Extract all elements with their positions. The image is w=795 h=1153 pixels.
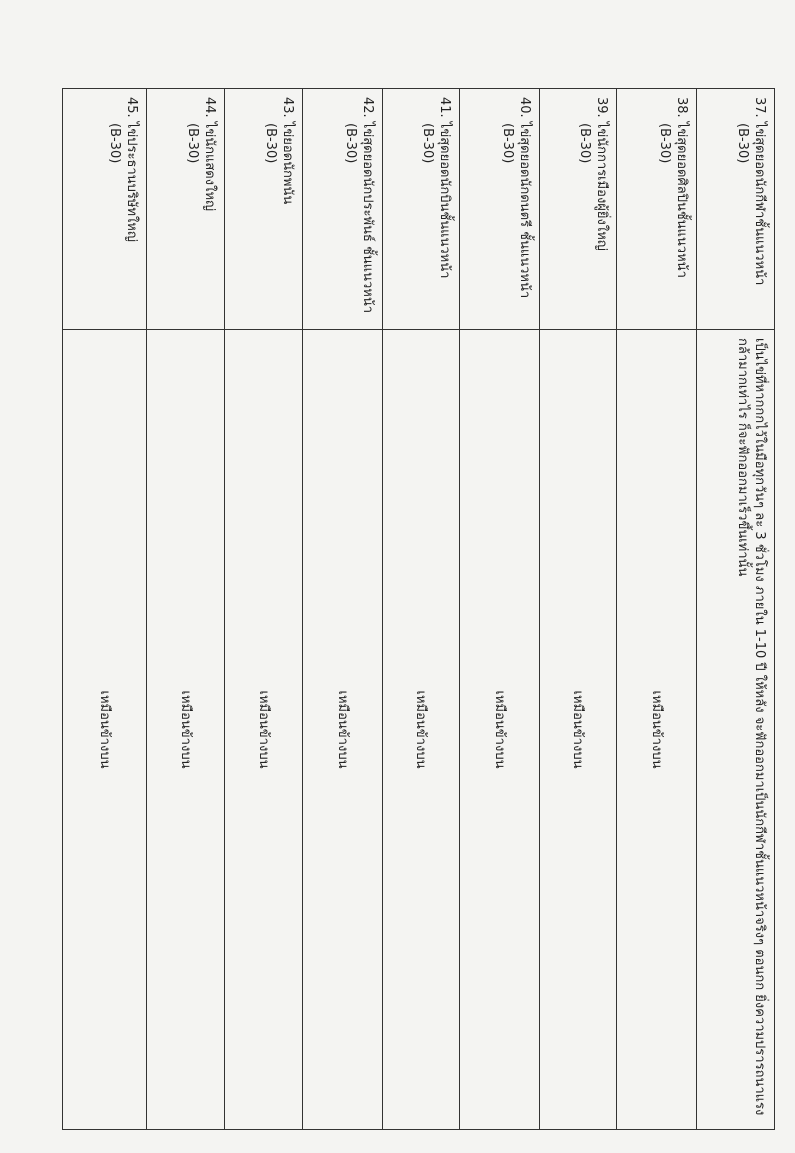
item-name-cell: 43. ไข่ยอดนักพนัน (B-30) — [224, 88, 303, 330]
item-description: เหมือนข้างบน — [459, 329, 540, 1130]
item-description: เป็นไข่ที่หากกกไว้ในมือทุกวันๆ ละ 3 ชั่ว… — [696, 329, 775, 1130]
item-code: (B-30) — [735, 123, 750, 164]
item-code: (B-30) — [500, 123, 515, 164]
item-description: เหมือนข้างบน — [539, 329, 617, 1130]
table-row: 44. ไข่นักแสดงใหญ่ (B-30) เหมือนข้างบน — [146, 88, 225, 1130]
item-description: เหมือนข้างบน — [382, 329, 460, 1130]
item-code: (B-30) — [343, 123, 358, 164]
item-name-cell: 37. ไข่สุดยอดนักกีฬาชั้นแนวหน้า (B-30) — [696, 88, 775, 330]
item-description: เหมือนข้างบน — [302, 329, 383, 1130]
item-name-cell: 44. ไข่นักแสดงใหญ่ (B-30) — [146, 88, 225, 330]
table-row: 40. ไข่สุดยอดนักดนตรี ชั้นแนวหน้า (B-30) เ… — [459, 88, 540, 1130]
item-description: เหมือนข้างบน — [62, 329, 147, 1130]
item-name: 37. ไข่สุดยอดนักกีฬาชั้นแนวหน้า — [752, 97, 767, 286]
item-description: เหมือนข้างบน — [146, 329, 225, 1130]
item-name-cell: 38. ไข่สุดยอดศิลปินชั้นแนวหน้า (B-30) — [616, 88, 697, 330]
item-name: 40. ไข่สุดยอดนักดนตรี ชั้นแนวหน้า — [517, 97, 532, 299]
item-code: (B-30) — [107, 123, 122, 164]
item-name: 43. ไข่ยอดนักพนัน — [280, 97, 295, 205]
item-code: (B-30) — [577, 123, 592, 164]
rotated-table-page: 37. ไข่สุดยอดนักกีฬาชั้นแนวหน้า (B-30) เป็… — [62, 88, 775, 1130]
item-code: (B-30) — [263, 123, 278, 164]
item-description: เหมือนข้างบน — [616, 329, 697, 1130]
item-code: (B-30) — [420, 123, 435, 164]
table-row: 45. ไข่ประธานบริษัทใหญ่ (B-30) เหมือนข้างบ… — [62, 88, 147, 1130]
item-name: 44. ไข่นักแสดงใหญ่ — [202, 97, 217, 212]
item-name-cell: 45. ไข่ประธานบริษัทใหญ่ (B-30) — [62, 88, 147, 330]
item-name-cell: 40. ไข่สุดยอดนักดนตรี ชั้นแนวหน้า (B-30) — [459, 88, 540, 330]
item-name: 38. ไข่สุดยอดศิลปินชั้นแนวหน้า — [674, 97, 689, 278]
item-name-cell: 41. ไข่สุดยอดนักบินชั้นแนวหน้า (B-30) — [382, 88, 460, 330]
item-name: 41. ไข่สุดยอดนักบินชั้นแนวหน้า — [437, 97, 452, 279]
table-row: 37. ไข่สุดยอดนักกีฬาชั้นแนวหน้า (B-30) เป็… — [696, 88, 775, 1130]
item-description: เหมือนข้างบน — [224, 329, 303, 1130]
table-row: 42. ไข่สุดยอดนักประพันธ์ ชั้นแนวหน้า (B-3… — [302, 88, 383, 1130]
table-row: 39. ไข่นักการเมืองผู้ยิ่งใหญ่ (B-30) เหมือ… — [539, 88, 617, 1130]
table-row: 38. ไข่สุดยอดศิลปินชั้นแนวหน้า (B-30) เหมื… — [616, 88, 697, 1130]
egg-items-table: 37. ไข่สุดยอดนักกีฬาชั้นแนวหน้า (B-30) เป็… — [62, 88, 775, 1130]
item-name: 42. ไข่สุดยอดนักประพันธ์ ชั้นแนวหน้า — [360, 97, 375, 314]
item-name-cell: 42. ไข่สุดยอดนักประพันธ์ ชั้นแนวหน้า (B-3… — [302, 88, 383, 330]
item-code: (B-30) — [185, 123, 200, 164]
item-name: 45. ไข่ประธานบริษัทใหญ่ — [124, 97, 139, 242]
item-name-cell: 39. ไข่นักการเมืองผู้ยิ่งใหญ่ (B-30) — [539, 88, 617, 330]
table-row: 43. ไข่ยอดนักพนัน (B-30) เหมือนข้างบน — [224, 88, 303, 1130]
table-row: 41. ไข่สุดยอดนักบินชั้นแนวหน้า (B-30) เหมื… — [382, 88, 460, 1130]
item-code: (B-30) — [657, 123, 672, 164]
item-name: 39. ไข่นักการเมืองผู้ยิ่งใหญ่ — [594, 97, 609, 251]
